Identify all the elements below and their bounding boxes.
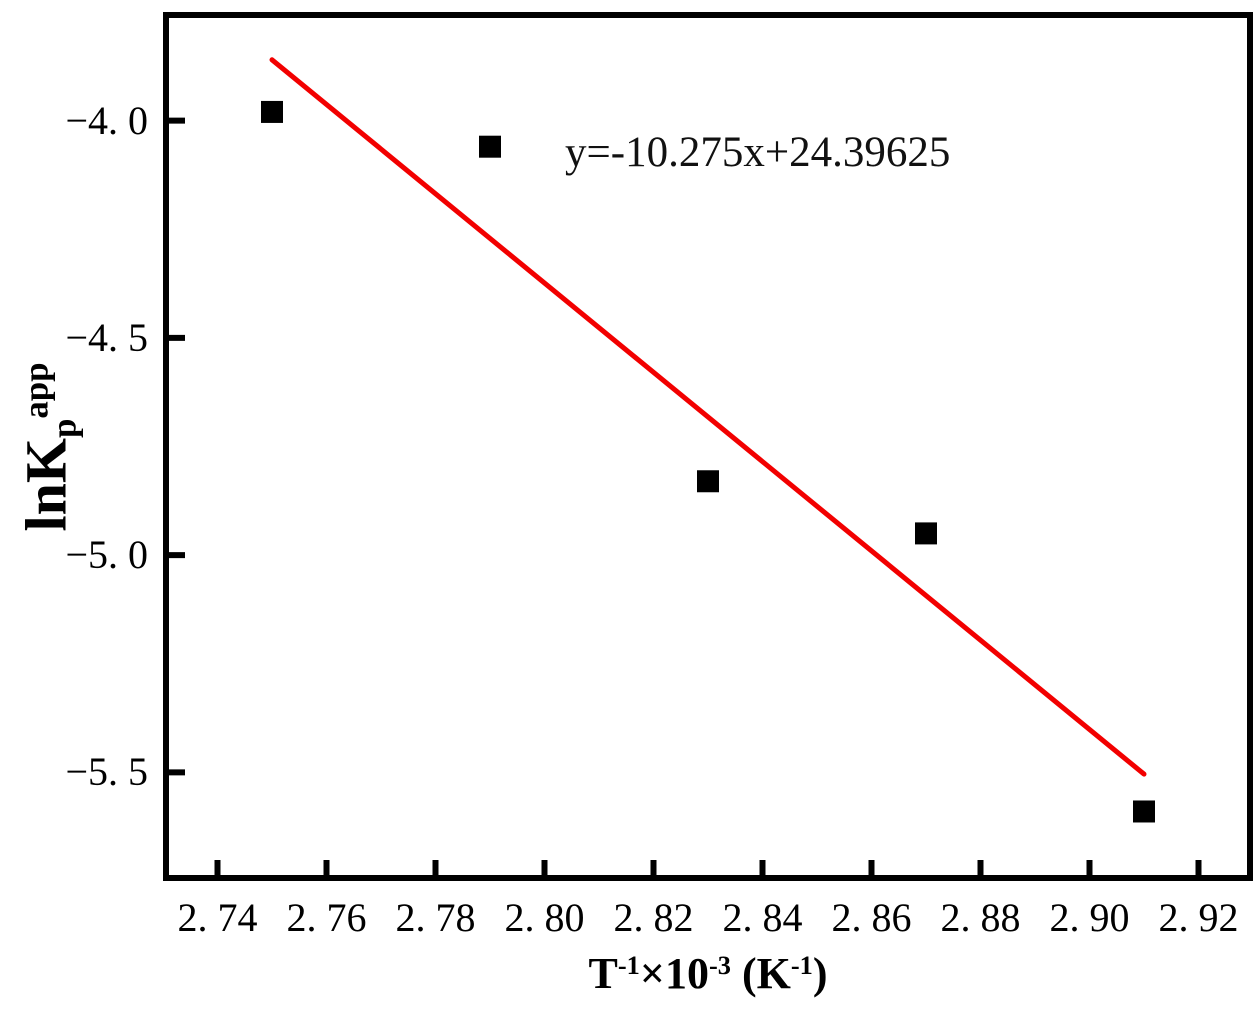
data-point-marker [915,522,937,545]
plot-border [163,12,1253,881]
data-point-marker [479,135,501,158]
data-point-marker [261,100,283,123]
data-point-marker [1133,800,1155,823]
data-point-marker [697,470,719,493]
fit-line [269,57,1147,777]
